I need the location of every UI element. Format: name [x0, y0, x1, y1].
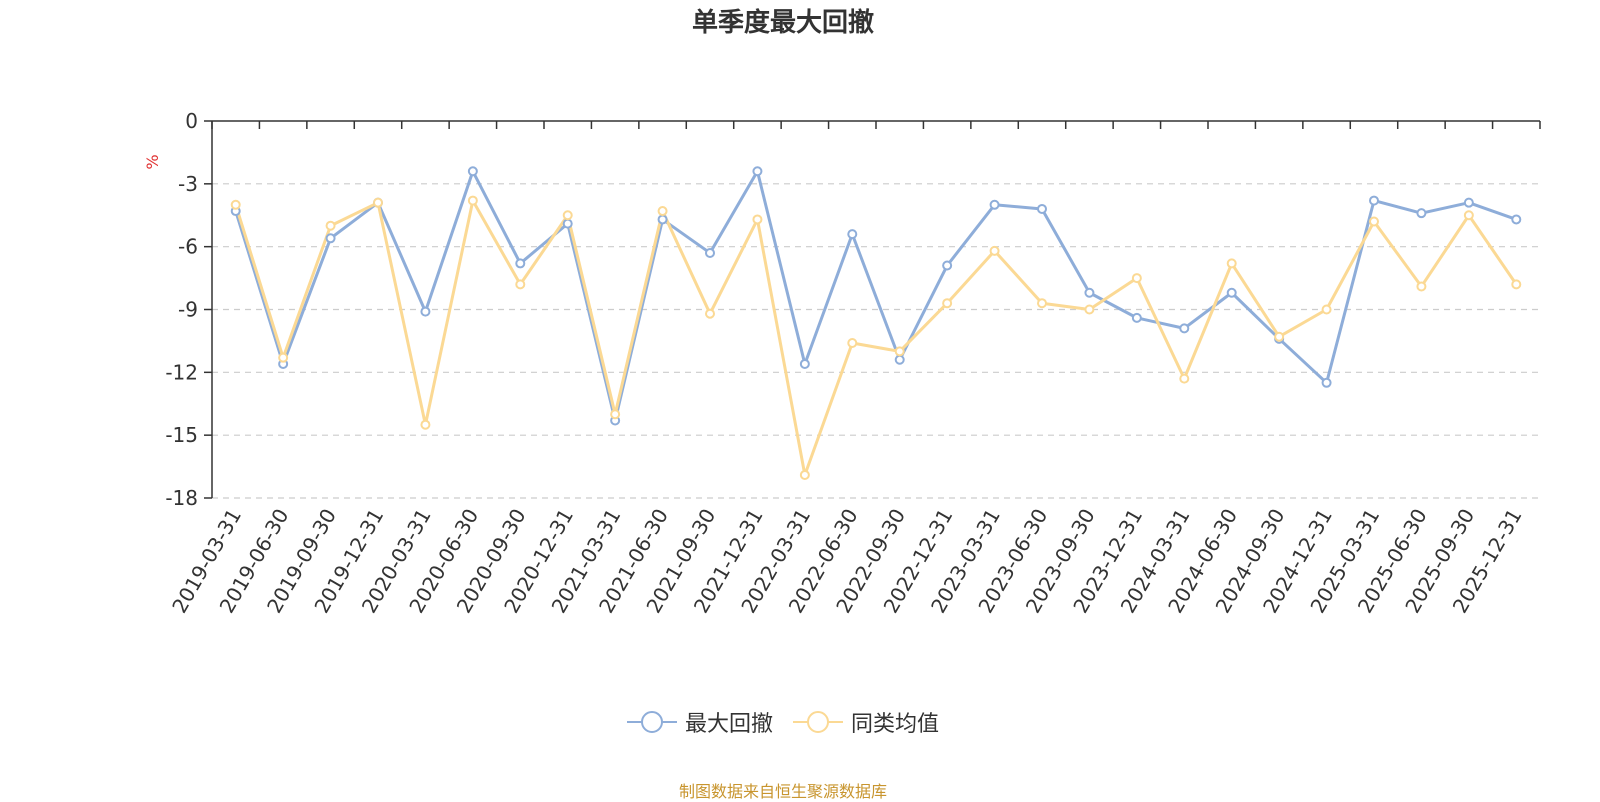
- data-point-0[interactable]: [752, 166, 763, 177]
- legend: 最大回撤 同类均值: [0, 706, 1566, 738]
- data-point-1[interactable]: [1321, 304, 1332, 315]
- data-point-1[interactable]: [1226, 258, 1237, 269]
- data-point-1[interactable]: [1179, 373, 1190, 384]
- data-point-0[interactable]: [1226, 287, 1237, 298]
- legend-label-0: 最大回撤: [684, 712, 773, 737]
- data-point-1[interactable]: [610, 409, 621, 420]
- data-point-1[interactable]: [1463, 210, 1474, 221]
- data-point-0[interactable]: [1179, 323, 1190, 334]
- data-point-1[interactable]: [420, 419, 431, 430]
- data-point-0[interactable]: [562, 218, 573, 229]
- data-point-0[interactable]: [989, 199, 1000, 210]
- data-point-0[interactable]: [1369, 195, 1379, 206]
- series-line-0: [234, 169, 1517, 423]
- data-point-1[interactable]: [1416, 281, 1427, 292]
- y-tick-label: -3: [178, 172, 198, 196]
- data-point-0[interactable]: [657, 214, 668, 225]
- y-tick-label: 0: [185, 109, 198, 133]
- series-line-1: [234, 199, 1518, 477]
- y-tick-label: -12: [165, 360, 198, 384]
- legend-label-1: 同类均值: [851, 712, 940, 737]
- data-point-1[interactable]: [1037, 298, 1047, 309]
- data-point-0[interactable]: [847, 229, 858, 240]
- legend-symbol-0: [626, 711, 677, 733]
- data-point-1[interactable]: [752, 214, 763, 225]
- data-point-1[interactable]: [325, 220, 336, 231]
- data-point-0[interactable]: [1416, 208, 1427, 219]
- data-point-0[interactable]: [1084, 287, 1095, 298]
- data-point-1[interactable]: [373, 197, 383, 208]
- data-point-1[interactable]: [705, 308, 715, 319]
- data-point-1[interactable]: [1369, 216, 1379, 227]
- data-point-0[interactable]: [705, 247, 715, 258]
- y-tick-label: -15: [165, 423, 198, 447]
- chart-title: 单季度最大回撤: [691, 8, 874, 38]
- data-point-1[interactable]: [1084, 304, 1095, 315]
- source-note: 制图数据来自恒生聚源数据库: [678, 782, 887, 801]
- y-tick-label: -9: [178, 298, 198, 322]
- legend-symbol-1: [793, 711, 843, 733]
- data-point-1[interactable]: [1131, 273, 1142, 284]
- legend-item-series-1[interactable]: 同类均值: [793, 706, 939, 738]
- data-point-0[interactable]: [1321, 377, 1332, 388]
- y-axis-label: %: [143, 154, 162, 169]
- data-point-0[interactable]: [1037, 203, 1047, 214]
- data-point-0[interactable]: [894, 354, 905, 365]
- data-point-1[interactable]: [467, 195, 478, 206]
- data-point-0[interactable]: [1131, 312, 1142, 323]
- data-point-1[interactable]: [562, 210, 573, 221]
- data-point-0[interactable]: [942, 260, 953, 271]
- legend-item-series-0[interactable]: 最大回撤: [626, 706, 773, 738]
- data-point-1[interactable]: [894, 346, 905, 357]
- data-point-1[interactable]: [847, 338, 858, 349]
- data-point-1[interactable]: [1274, 331, 1285, 342]
- data-point-0[interactable]: [799, 358, 810, 369]
- data-point-1[interactable]: [1511, 279, 1522, 290]
- data-point-0[interactable]: [515, 258, 526, 269]
- data-point-0[interactable]: [1511, 214, 1522, 225]
- data-point-1[interactable]: [657, 206, 668, 217]
- data-point-1[interactable]: [989, 245, 1000, 256]
- y-tick-label: -18: [165, 486, 198, 510]
- data-point-1[interactable]: [230, 199, 241, 210]
- data-point-0[interactable]: [420, 306, 431, 317]
- data-point-0[interactable]: [325, 233, 336, 244]
- data-point-1[interactable]: [278, 352, 289, 363]
- data-point-1[interactable]: [942, 298, 953, 309]
- y-tick-label: -6: [178, 235, 198, 259]
- data-point-1[interactable]: [799, 469, 810, 480]
- data-point-1[interactable]: [515, 279, 526, 290]
- data-point-0[interactable]: [1463, 197, 1474, 208]
- data-point-0[interactable]: [467, 166, 478, 177]
